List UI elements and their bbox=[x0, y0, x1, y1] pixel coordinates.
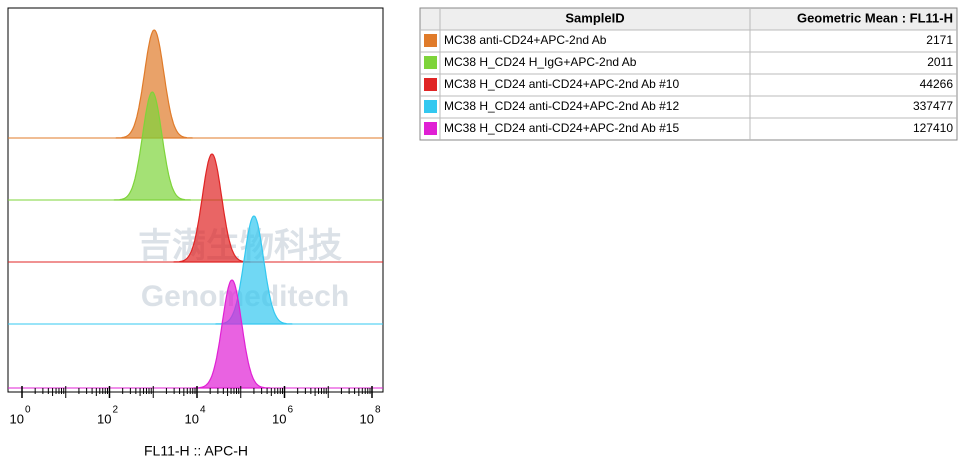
legend-swatch bbox=[424, 78, 437, 91]
x-tick-exponent: 4 bbox=[200, 405, 206, 416]
x-tick-label: 10 bbox=[97, 411, 111, 426]
x-tick-label: 10 bbox=[272, 411, 286, 426]
table-header: Geometric Mean : FL11-H bbox=[797, 10, 953, 25]
histogram bbox=[113, 91, 191, 201]
geometric-mean: 127410 bbox=[913, 121, 953, 135]
x-tick-exponent: 6 bbox=[288, 405, 294, 416]
sample-id: MC38 H_CD24 anti-CD24+APC-2nd Ab #15 bbox=[444, 121, 679, 135]
x-tick-exponent: 0 bbox=[25, 405, 31, 416]
sample-id: MC38 H_CD24 anti-CD24+APC-2nd Ab #10 bbox=[444, 77, 679, 91]
geometric-mean: 2011 bbox=[927, 55, 953, 69]
histogram bbox=[193, 279, 271, 389]
histogram bbox=[115, 29, 193, 139]
sample-id: MC38 anti-CD24+APC-2nd Ab bbox=[444, 33, 607, 47]
geometric-mean: 337477 bbox=[913, 99, 953, 113]
legend-swatch bbox=[424, 56, 437, 69]
legend-swatch bbox=[424, 122, 437, 135]
geometric-mean: 44266 bbox=[920, 77, 954, 91]
x-axis-label: FL11-H :: APC-H bbox=[144, 443, 248, 459]
x-tick-label: 10 bbox=[185, 411, 199, 426]
watermark: 吉满生物科技 bbox=[138, 227, 342, 265]
geometric-mean: 2171 bbox=[926, 33, 953, 47]
x-tick-label: 10 bbox=[10, 411, 24, 426]
sample-id: MC38 H_CD24 H_IgG+APC-2nd Ab bbox=[444, 55, 637, 69]
x-tick-exponent: 2 bbox=[113, 405, 119, 416]
sample-id: MC38 H_CD24 anti-CD24+APC-2nd Ab #12 bbox=[444, 99, 679, 113]
table-header: SampleID bbox=[565, 10, 624, 25]
histogram bbox=[173, 153, 251, 263]
legend-swatch bbox=[424, 100, 437, 113]
legend-swatch bbox=[424, 34, 437, 47]
x-tick-label: 10 bbox=[360, 411, 374, 426]
x-tick-exponent: 8 bbox=[375, 405, 381, 416]
